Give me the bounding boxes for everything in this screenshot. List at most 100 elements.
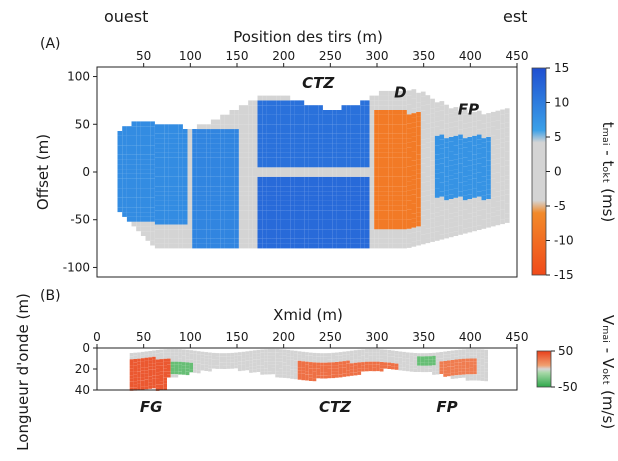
heatmap-cell [129, 375, 134, 379]
heatmap-cell [346, 234, 351, 239]
heatmap-cell [210, 200, 216, 206]
heatmap-cell [504, 189, 510, 195]
heatmap-cell [215, 229, 221, 235]
heatmap-cell [243, 238, 249, 244]
heatmap-cell [271, 219, 277, 225]
heatmap-cell [430, 132, 435, 137]
heatmap-cell [220, 114, 225, 120]
heatmap-cell [402, 210, 407, 215]
heatmap-cell [341, 200, 347, 206]
heatmap-cell [238, 195, 244, 201]
heatmap-cell [430, 108, 435, 114]
heatmap-cell [425, 195, 431, 201]
heatmap-cell [434, 116, 440, 122]
heatmap-cell [355, 124, 361, 130]
heatmap-cell [504, 179, 510, 185]
heatmap-cell [397, 138, 403, 144]
heatmap-cell [378, 181, 384, 187]
heatmap-cell [420, 369, 425, 373]
heatmap-cell [196, 124, 202, 130]
heatmap-cell [299, 162, 305, 168]
heatmap-cell [472, 221, 477, 227]
heatmap-cell [152, 350, 156, 354]
heatmap-cell [168, 243, 174, 249]
heatmap-cell [336, 215, 342, 220]
heatmap-cell [187, 181, 193, 187]
heatmap-cell [462, 176, 468, 182]
panel-b-label: (B) [40, 288, 61, 304]
heatmap-cell [383, 114, 389, 120]
heatmap-cell [472, 121, 477, 127]
heatmap-cell [430, 98, 435, 104]
heatmap-cell [476, 144, 482, 149]
heatmap-cell [290, 124, 295, 130]
heatmap-cell [462, 157, 468, 162]
heatmap-cell [262, 181, 267, 187]
heatmap-cell [411, 89, 417, 94]
heatmap-cell [164, 191, 169, 196]
heatmap-cell [416, 92, 421, 98]
heatmap-cell [174, 358, 179, 362]
heatmap-cell [304, 157, 309, 163]
heatmap-cell [173, 234, 179, 239]
heatmap-cell [336, 143, 342, 149]
heatmap-cell [346, 114, 351, 120]
heatmap-cell [276, 119, 281, 125]
y-tick-label: -50 [70, 213, 90, 227]
heatmap-cell [331, 368, 335, 372]
heatmap-cell [238, 152, 244, 158]
heatmap-cell [150, 135, 155, 141]
heatmap-cell [504, 146, 510, 152]
heatmap-cell [332, 219, 337, 225]
heatmap-cell [248, 234, 253, 239]
heatmap-cell [336, 205, 342, 211]
heatmap-cell [443, 364, 447, 368]
heatmap-cell [167, 358, 171, 362]
colorbar-tick-label: 0 [554, 165, 562, 179]
heatmap-cell [402, 90, 407, 96]
heatmap-cell [378, 100, 384, 106]
heatmap-cell [318, 172, 323, 177]
heatmap-cell [136, 131, 141, 136]
heatmap-cell [434, 188, 440, 193]
heatmap-cell [126, 159, 132, 165]
heatmap-cell [473, 352, 477, 356]
heatmap-cell [189, 356, 194, 360]
heatmap-cell [208, 358, 212, 362]
heatmap-cell [411, 160, 417, 166]
heatmap-cell [267, 368, 272, 372]
heatmap-cell [280, 105, 286, 110]
heatmap-cell [406, 123, 412, 129]
heatmap-cell [290, 350, 294, 354]
heatmap-cell [215, 238, 221, 244]
heatmap-cell [293, 354, 298, 358]
heatmap-cell [346, 366, 350, 370]
heatmap-cell [154, 219, 160, 225]
heatmap-cell [388, 172, 393, 177]
heatmap-cell [290, 133, 295, 139]
heatmap-cell [150, 178, 155, 184]
heatmap-cell [215, 365, 220, 369]
heatmap-cell [374, 119, 379, 125]
heatmap-cell [185, 365, 190, 369]
heatmap-cell [282, 355, 287, 360]
heatmap-cell [444, 171, 449, 177]
heatmap-cell [220, 143, 225, 149]
heatmap-cell [416, 135, 421, 141]
heatmap-cell [252, 366, 257, 370]
heatmap-cell [434, 140, 440, 146]
heatmap-cell [398, 357, 403, 361]
heatmap-cell [262, 186, 267, 192]
heatmap-cell [472, 173, 477, 179]
heatmap-cell [192, 191, 197, 196]
heatmap-cell [168, 181, 174, 187]
heatmap-cell [230, 362, 235, 366]
heatmap-cell [500, 214, 505, 220]
heatmap-cell [178, 138, 183, 144]
heatmap-cell [353, 359, 358, 363]
heatmap-cell [355, 172, 361, 177]
heatmap-cell [206, 210, 211, 215]
heatmap-cell [187, 215, 193, 220]
